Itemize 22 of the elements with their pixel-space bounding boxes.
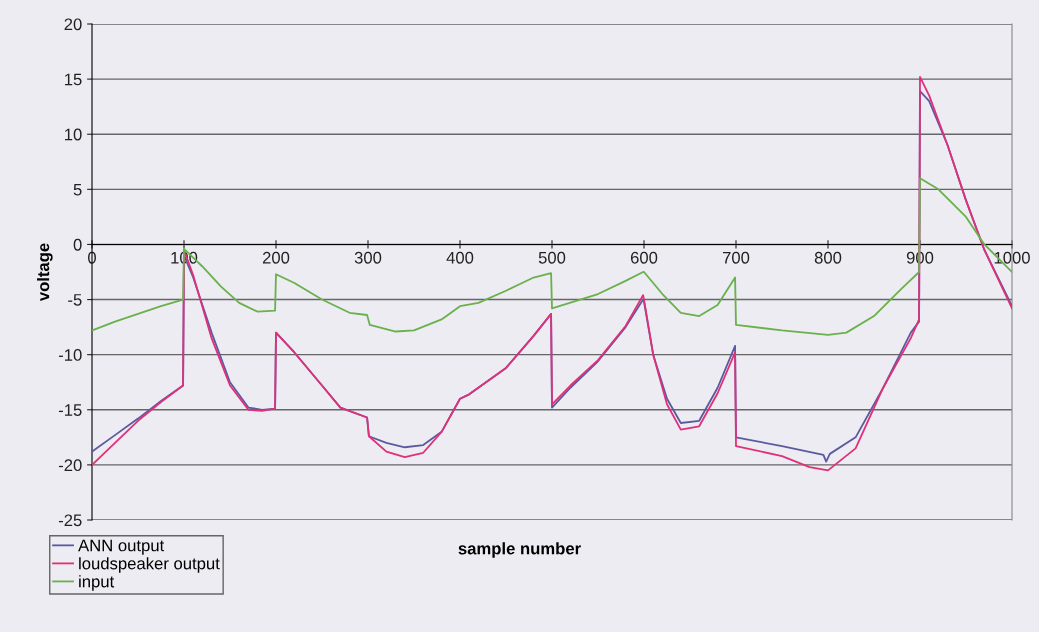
x-tick-label: 400	[446, 251, 474, 264]
y-tick-label: 0	[73, 238, 82, 251]
y-tick-label: 15	[65, 73, 82, 86]
x-tick-label: 300	[354, 251, 382, 264]
x-axis-title: sample number	[458, 542, 581, 558]
y-axis-title: voltage	[37, 243, 53, 302]
y-tick-label: 20	[64, 18, 82, 31]
x-tick-label: 800	[814, 251, 842, 264]
x-tick-label: 500	[538, 251, 566, 264]
legend-label: input	[79, 575, 115, 591]
y-tick-label: -10	[58, 349, 82, 361]
legend-label: ANN output	[78, 539, 165, 555]
y-tick-label: -25	[58, 514, 82, 527]
x-tick-label: 600	[630, 251, 658, 264]
y-tick-label: -20	[58, 459, 82, 472]
y-tick-label: -5	[68, 294, 82, 306]
y-tick-label: -15	[58, 404, 82, 416]
x-tick-label: 200	[262, 251, 290, 264]
legend-label: loudspeaker output	[79, 557, 220, 573]
y-tick-label: 5	[73, 183, 82, 196]
x-tick-label: 700	[722, 251, 750, 264]
y-tick-label: 10	[65, 128, 82, 141]
